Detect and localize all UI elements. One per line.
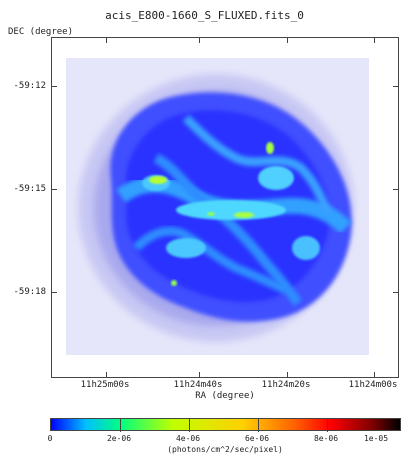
- colorbar-tick-label: 1e-05: [363, 434, 389, 443]
- x-tick: [199, 372, 200, 377]
- peak-emission: [266, 142, 274, 154]
- x-tick: [374, 38, 375, 43]
- filament-upper: [182, 114, 333, 215]
- colorbar-tick: [327, 419, 328, 432]
- colorbar-label: (photons/cm^2/sec/pixel): [167, 445, 283, 454]
- peak-emission: [149, 176, 167, 184]
- x-tick: [374, 372, 375, 377]
- y-tick: [52, 86, 57, 87]
- x-tick: [287, 38, 288, 43]
- colorbar-gradient: [51, 419, 400, 430]
- peak-emission: [171, 280, 177, 286]
- bright-bar: [176, 200, 286, 220]
- colorbar-tick-label: 8e-06: [313, 434, 339, 443]
- colorbar-tick-label: 0: [47, 434, 53, 443]
- x-axis-label: RA (degree): [195, 391, 255, 401]
- y-tick: [52, 189, 57, 190]
- colorbar-tick: [189, 419, 190, 432]
- bright-patch: [258, 166, 294, 190]
- x-tick: [287, 372, 288, 377]
- colorbar-tick-label: 2e-06: [106, 434, 132, 443]
- y-tick-label: -59:15: [13, 184, 46, 194]
- sky-image[interactable]: [66, 58, 369, 355]
- bright-patch: [166, 238, 206, 258]
- y-tick-label: -59:12: [13, 81, 46, 91]
- peak-emission: [234, 212, 254, 218]
- x-tick-label: 11h24m00s: [348, 380, 398, 390]
- bright-patch: [292, 236, 320, 260]
- colorbar-tick-label: 6e-06: [244, 434, 270, 443]
- colorbar-tick: [258, 419, 259, 432]
- y-tick: [393, 86, 398, 87]
- x-tick: [106, 38, 107, 43]
- x-tick-label: 11h24m20s: [261, 380, 311, 390]
- y-tick: [393, 189, 398, 190]
- image-title: acis_E800-1660_S_FLUXED.fits_0: [105, 9, 304, 22]
- filament-secondary: [153, 153, 303, 306]
- x-tick: [106, 372, 107, 377]
- colorbar-tick: [120, 419, 121, 432]
- plot-frame: [51, 37, 399, 378]
- y-tick: [52, 292, 57, 293]
- x-tick-label: 11h24m40s: [173, 380, 223, 390]
- x-tick-label: 11h25m00s: [80, 380, 130, 390]
- y-axis-label: DEC (degree): [8, 27, 74, 37]
- colorbar[interactable]: [50, 418, 401, 432]
- x-tick: [199, 38, 200, 43]
- y-tick: [393, 292, 398, 293]
- peak-emission: [207, 212, 215, 216]
- colorbar-tick-label: 4e-06: [175, 434, 201, 443]
- y-tick-label: -59:18: [13, 287, 46, 297]
- filament-lower: [132, 226, 288, 295]
